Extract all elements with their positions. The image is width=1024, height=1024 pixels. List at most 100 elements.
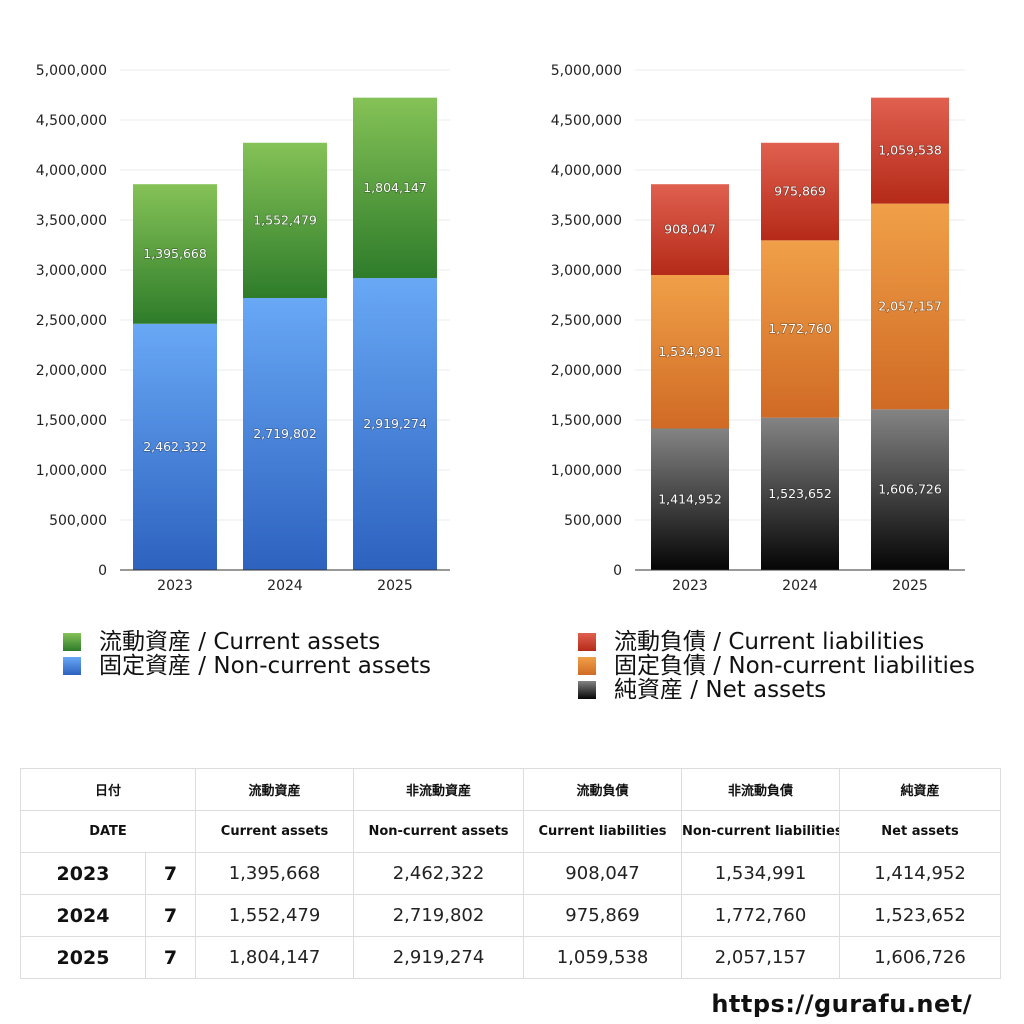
- data-label: 1,552,479: [253, 212, 317, 227]
- legend-label: 流動負債 / Current liabilities: [614, 629, 925, 655]
- x-tick-label: 2023: [672, 578, 708, 594]
- header-net-assets-en: Net assets: [839, 810, 1002, 853]
- row-count: 7: [144, 852, 197, 895]
- y-tick-label: 3,500,000: [36, 213, 107, 229]
- legend-label: 固定負債 / Non-current liabilities: [614, 653, 975, 679]
- cell-noncurrent-assets: 2,719,802: [353, 894, 525, 937]
- bar-segment: [651, 428, 729, 570]
- data-label: 908,047: [664, 222, 716, 237]
- y-tick-label: 3,500,000: [551, 213, 622, 229]
- bar-segment: [871, 203, 949, 410]
- x-tick-label: 2025: [377, 578, 413, 594]
- y-tick-label: 4,500,000: [551, 113, 622, 129]
- y-tick-label: 0: [98, 563, 107, 579]
- bar-segment: [651, 275, 729, 429]
- legend-item: 固定負債 / Non-current liabilities: [578, 654, 975, 678]
- cell-current-liabilities: 1,059,538: [523, 936, 683, 979]
- bar-segment: [243, 298, 327, 570]
- table-header-jp: 日付 流動資産 非流動資産 流動負債 非流動負債 純資産: [19, 768, 1002, 811]
- cell-noncurrent-liabilities: 1,772,760: [681, 894, 841, 937]
- y-tick-label: 0: [613, 563, 622, 579]
- legend-swatch: [63, 633, 81, 651]
- header-date-jp: 日付: [19, 768, 197, 811]
- bar-segment: [243, 142, 327, 299]
- x-tick-label: 2025: [892, 578, 928, 594]
- charts-area: 0 500,000 1,000,000 1,500,000 2,000,000 2,500…: [36, 63, 965, 594]
- y-tick-label: 4,500,000: [36, 113, 107, 129]
- y-tick-label: 1,500,000: [36, 413, 107, 429]
- row-year: 2025: [20, 936, 146, 979]
- y-tick-label: 1,000,000: [36, 463, 107, 479]
- y-tick-label: 5,000,000: [36, 63, 107, 79]
- cell-noncurrent-assets: 2,462,322: [353, 852, 525, 895]
- legend-label: 純資産 / Net assets: [614, 677, 827, 703]
- data-label: 2,719,802: [253, 426, 317, 441]
- legend-label: 流動資産 / Current assets: [99, 629, 381, 655]
- legend-item: 流動負債 / Current liabilities: [578, 630, 975, 654]
- bar-segment: [871, 97, 949, 204]
- data-label: 1,059,538: [878, 143, 942, 158]
- header-current-assets-en: Current assets: [195, 810, 355, 853]
- source-url: https://gurafu.net/: [711, 990, 972, 1018]
- table-row: 2023 7 1,395,668 2,462,322 908,047 1,534…: [20, 852, 1002, 895]
- legend-swatch: [578, 657, 596, 675]
- y-tick-label: 4,000,000: [36, 163, 107, 179]
- cell-net-assets: 1,523,652: [839, 894, 1002, 937]
- x-tick-label: 2024: [782, 578, 818, 594]
- bar-segment: [761, 240, 839, 418]
- bar-segment: [353, 97, 437, 279]
- row-count: 7: [144, 936, 197, 979]
- bar-segment: [651, 184, 729, 276]
- legend-swatch: [63, 657, 81, 675]
- data-label: 2,057,157: [878, 298, 942, 313]
- cell-current-assets: 1,395,668: [195, 852, 355, 895]
- header-noncurrent-assets-jp: 非流動資産: [353, 768, 525, 811]
- y-tick-label: 2,500,000: [36, 313, 107, 329]
- header-net-assets-jp: 純資産: [839, 768, 1002, 811]
- data-label: 1,804,147: [363, 180, 427, 195]
- header-date-en: DATE: [19, 810, 197, 853]
- y-tick-label: 2,500,000: [551, 313, 622, 329]
- y-tick-label: 1,500,000: [551, 413, 622, 429]
- cell-current-liabilities: 908,047: [523, 852, 683, 895]
- cell-current-assets: 1,552,479: [195, 894, 355, 937]
- cell-noncurrent-liabilities: 1,534,991: [681, 852, 841, 895]
- header-current-liabilities-jp: 流動負債: [523, 768, 683, 811]
- data-label: 1,414,952: [658, 491, 722, 506]
- chart-2: 0 500,000 1,000,000 1,500,000 2,000,000 2,500…: [551, 63, 965, 594]
- legend-swatch: [578, 633, 596, 651]
- table-row: 2025 7 1,804,147 2,919,274 1,059,538 2,0…: [20, 936, 1002, 979]
- data-table: 日付 流動資産 非流動資産 流動負債 非流動負債 純資産 DATE Curren…: [19, 768, 1002, 979]
- assets-legend: 流動資産 / Current assets 固定資産 / Non-current …: [63, 630, 431, 678]
- y-tick-label: 3,000,000: [551, 263, 622, 279]
- y-tick-label: 4,000,000: [551, 163, 622, 179]
- legend-item: 純資産 / Net assets: [578, 678, 975, 702]
- header-current-liabilities-en: Current liabilities: [523, 810, 683, 853]
- data-label: 2,462,322: [143, 439, 207, 454]
- table-header-en: DATE Current assets Non-current assets C…: [19, 810, 1002, 853]
- y-tick-label: 3,000,000: [36, 263, 107, 279]
- y-tick-label: 5,000,000: [551, 63, 622, 79]
- liabilities-legend: 流動負債 / Current liabilities 固定負債 / Non-cur…: [578, 630, 975, 702]
- legend-item: 固定資産 / Non-current assets: [63, 654, 431, 678]
- data-label: 1,395,668: [143, 246, 207, 261]
- bar-segment: [133, 184, 217, 324]
- legend-label: 固定資産 / Non-current assets: [99, 653, 432, 679]
- data-label: 1,606,726: [878, 482, 942, 497]
- bar-segment: [353, 278, 437, 570]
- cell-current-assets: 1,804,147: [195, 936, 355, 979]
- legend-item: 流動資産 / Current assets: [63, 630, 431, 654]
- data-label: 1,534,991: [658, 344, 722, 359]
- data-label: 1,523,652: [768, 486, 832, 501]
- row-year: 2024: [20, 894, 146, 937]
- y-tick-label: 2,000,000: [551, 363, 622, 379]
- row-count: 7: [144, 894, 197, 937]
- table-row: 2024 7 1,552,479 2,719,802 975,869 1,772…: [20, 894, 1002, 937]
- data-label: 2,919,274: [363, 416, 427, 431]
- bar-segment: [871, 409, 949, 570]
- data-label: 1,772,760: [768, 321, 832, 336]
- y-tick-label: 2,000,000: [36, 363, 107, 379]
- x-tick-label: 2023: [157, 578, 193, 594]
- cell-noncurrent-liabilities: 2,057,157: [681, 936, 841, 979]
- bar-segment: [761, 142, 839, 241]
